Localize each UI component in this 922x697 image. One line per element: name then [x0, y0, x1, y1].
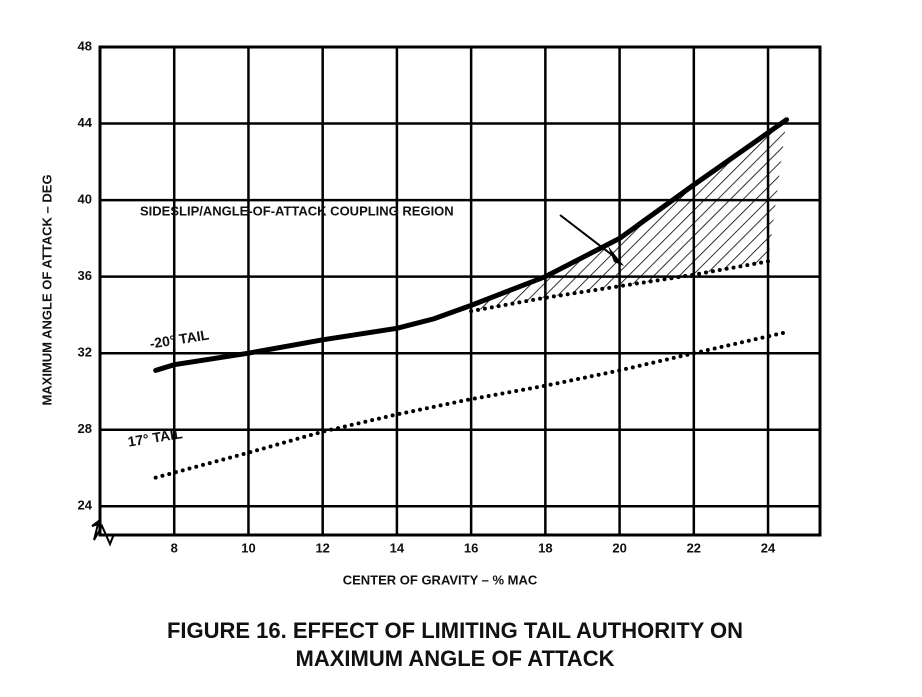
annotation-arrow	[559, 214, 617, 259]
x-tick-label: 24	[761, 540, 776, 555]
series-line	[153, 117, 790, 373]
x-axis-label: CENTER OF GRAVITY – % MAC	[343, 572, 538, 587]
x-tick-label: 18	[538, 540, 552, 555]
x-tick-label: 22	[687, 540, 701, 555]
y-tick-label: 48	[78, 38, 92, 53]
x-tick-label: 14	[390, 540, 405, 555]
x-tick-label: 12	[315, 540, 329, 555]
annotation-arrowhead	[608, 246, 624, 266]
series-line	[469, 259, 771, 314]
y-tick-label: 24	[78, 498, 93, 513]
y-axis-label: MAXIMUM ANGLE OF ATTACK – DEG	[39, 174, 54, 405]
plot-frame	[98, 45, 822, 537]
y-tick-label: 28	[78, 421, 92, 436]
series-label: -20° TAIL	[149, 326, 211, 351]
y-tick-label: 44	[78, 115, 93, 130]
x-tick-label: 8	[171, 540, 178, 555]
caption: MAXIMUM ANGLE OF ATTACK	[296, 646, 615, 671]
y-tick-label: 36	[78, 268, 92, 283]
axis-break	[91, 519, 115, 547]
coupling-region	[471, 119, 787, 312]
annotation: SIDESLIP/ANGLE-OF-ATTACK COUPLING REGION	[140, 203, 454, 218]
y-tick-label: 40	[78, 192, 92, 207]
x-tick-label: 16	[464, 540, 478, 555]
x-tick-label: 20	[612, 540, 626, 555]
x-tick-label: 10	[241, 540, 255, 555]
y-tick-label: 32	[78, 345, 92, 360]
caption: FIGURE 16. EFFECT OF LIMITING TAIL AUTHO…	[167, 618, 743, 643]
